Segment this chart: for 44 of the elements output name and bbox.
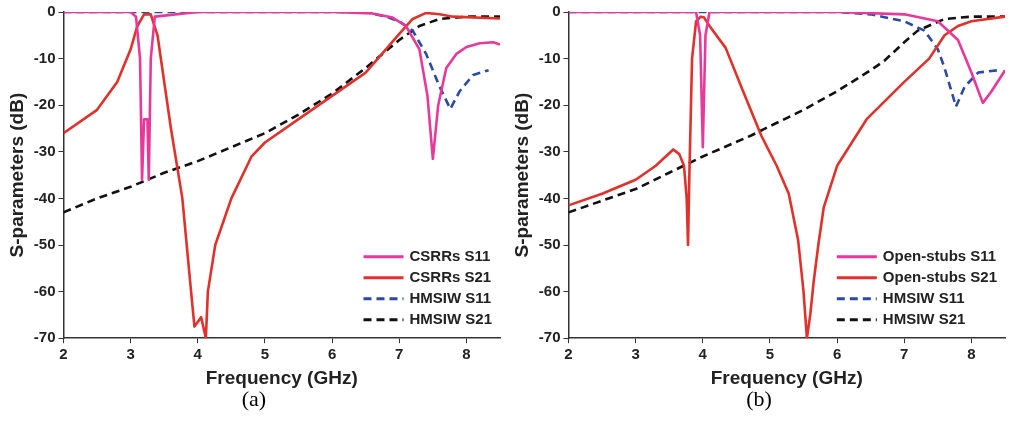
x-axis-title: Frequency (GHz): [205, 366, 358, 388]
x-tick-label: 4: [193, 345, 203, 363]
y-tick-label: -40: [33, 188, 56, 206]
y-tick-label: -40: [538, 188, 561, 206]
legend-label: HMSIW S21: [409, 309, 492, 327]
y-tick-label: -30: [33, 141, 56, 159]
x-tick-label: 7: [900, 345, 909, 363]
x-axis-title: Frequency (GHz): [710, 366, 863, 388]
y-tick-label: -30: [538, 141, 561, 159]
line-series: [568, 15, 1005, 214]
y-tick-label: -60: [538, 281, 561, 299]
legend-label: CSRRs S21: [409, 267, 492, 285]
x-tick-label: 2: [59, 345, 68, 363]
legend-label: HMSIW S11: [882, 288, 965, 306]
x-tick-label: 8: [967, 345, 976, 363]
y-tick-label: 0: [47, 2, 56, 20]
y-tick-label: -10: [538, 48, 561, 66]
x-tick-label: 7: [395, 345, 404, 363]
x-tick-label: 3: [631, 345, 640, 363]
x-tick-label: 5: [765, 345, 775, 363]
x-tick-label: 4: [698, 345, 708, 363]
y-tick-label: -70: [538, 328, 561, 346]
x-tick-label: 6: [832, 345, 842, 363]
y-tick-label: -60: [33, 281, 56, 299]
y-axis-title: S-parameters (dB): [5, 92, 27, 258]
line-series: [63, 15, 500, 214]
y-tick-label: -70: [33, 328, 56, 346]
y-tick-label: -50: [33, 235, 56, 253]
x-tick-label: 5: [260, 345, 270, 363]
legend-label: Open-stubs S21: [882, 267, 998, 285]
y-tick-label: -20: [33, 95, 56, 113]
y-tick-label: -50: [538, 235, 561, 253]
y-tick-label: 0: [552, 2, 561, 20]
legend-label: Open-stubs S11: [882, 246, 997, 264]
y-tick-label: -20: [538, 95, 561, 113]
x-tick-label: 8: [462, 345, 471, 363]
x-tick-label: 3: [126, 345, 135, 363]
x-tick-label: 6: [327, 345, 337, 363]
y-axis-title: S-parameters (dB): [510, 92, 532, 258]
legend-label: HMSIW S21: [882, 309, 966, 327]
legend-label: CSRRs S11: [409, 246, 491, 264]
y-tick-label: -10: [33, 48, 56, 66]
x-tick-label: 2: [564, 345, 573, 363]
legend-label: HMSIW S11: [409, 288, 492, 306]
